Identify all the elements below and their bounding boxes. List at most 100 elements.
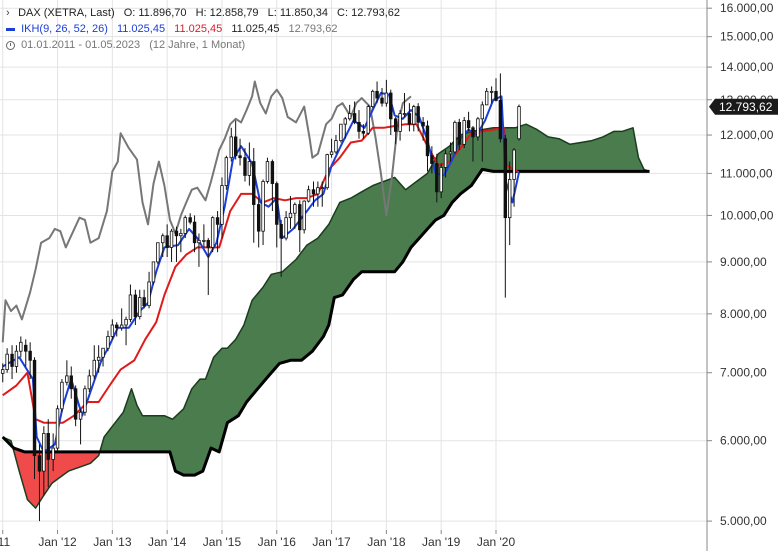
candle-up	[229, 136, 233, 159]
candle-down	[389, 92, 393, 120]
candle-up	[302, 200, 306, 231]
candle-up	[265, 161, 270, 182]
candle-up	[5, 353, 9, 370]
senkou-span-a-line	[2, 123, 650, 509]
legend-ikh-label[interactable]: IKH(9, 26, 52, 26)	[21, 23, 108, 35]
candle-up	[179, 233, 183, 237]
candle-up	[128, 294, 133, 320]
candle-down	[430, 155, 434, 164]
candle-up	[398, 113, 402, 132]
candle-up	[55, 408, 60, 449]
y-tick-label: 16.000,00	[720, 1, 774, 15]
legend-instrument: DAX (XETRA, Last)	[18, 7, 115, 19]
y-tick-label: 7.000,00	[720, 366, 767, 380]
x-tick-label: Jan '18	[367, 535, 406, 549]
candle-down	[457, 121, 461, 145]
candle-up	[293, 204, 297, 214]
clock-icon	[6, 40, 15, 50]
candle-up	[334, 140, 338, 153]
candle-down	[503, 138, 508, 219]
candle-up	[147, 281, 151, 307]
candle-down	[311, 189, 316, 195]
x-tick-label: Jan '15	[203, 535, 242, 549]
candle-down	[256, 204, 261, 232]
candle-down	[380, 97, 384, 104]
candle-down	[10, 353, 14, 367]
y-tick-label: 15.000,00	[720, 30, 774, 44]
x-tick-label: Jan '17	[312, 535, 351, 549]
y-tick-label: 9.000,00	[720, 255, 767, 269]
candle-up	[347, 113, 352, 120]
candle-down	[471, 127, 475, 138]
chikou-span-line	[1, 80, 412, 343]
price-tag-box	[709, 98, 778, 115]
candle-up	[480, 104, 484, 120]
candle-down	[192, 221, 197, 244]
candle-down	[494, 90, 498, 101]
candle-up	[60, 381, 64, 410]
candle-up	[489, 90, 494, 93]
x-tick-label: Jan '14	[148, 535, 187, 549]
x-tick-label: Jan '13	[93, 535, 132, 549]
y-tick-label: 6.000,00	[720, 434, 767, 448]
candle-down	[188, 217, 192, 223]
x-tick-label: '11	[0, 535, 10, 549]
candle-down	[233, 136, 238, 157]
candle-up	[306, 189, 311, 202]
candle-up	[412, 106, 416, 125]
candle-up	[448, 151, 453, 155]
candle-up	[110, 324, 115, 337]
candle-down	[24, 344, 28, 352]
legend-ikh-tenkan: 11.025,45	[116, 23, 166, 35]
candle-down	[215, 217, 220, 225]
candle-up	[1, 369, 5, 374]
candle-up	[119, 324, 124, 329]
candle-down	[352, 113, 357, 123]
candle-down	[238, 155, 242, 159]
candle-up	[51, 447, 55, 460]
candle-up	[329, 151, 334, 155]
candle-up	[247, 161, 252, 176]
candle-up	[402, 113, 407, 115]
candle-down	[28, 350, 32, 361]
candle-up	[161, 235, 165, 244]
candle-down	[421, 121, 425, 127]
candle-down	[206, 239, 210, 248]
candle-up	[517, 106, 521, 140]
candle-up	[512, 149, 516, 180]
last-price-tag: 12.793,62	[709, 98, 778, 115]
candle-down	[357, 121, 361, 132]
candle-up	[42, 433, 46, 472]
legend-open: O: 11.896,70	[123, 7, 187, 19]
candle-up	[325, 154, 329, 189]
candle-down	[270, 161, 275, 184]
cloud-bearish	[12, 446, 100, 508]
candle-up	[484, 90, 489, 106]
candle-down	[466, 120, 471, 129]
x-tick-label: Jan '19	[422, 535, 461, 549]
candle-up	[202, 239, 206, 242]
senkou-span-b-line	[1, 167, 650, 477]
candle-up	[14, 350, 19, 367]
legend-row-instrument: › DAX (XETRA, Last) O: 11.896,70 H: 12.8…	[6, 5, 400, 21]
candle-up	[151, 261, 156, 283]
candle-up	[439, 167, 443, 193]
candle-up	[183, 217, 187, 234]
candle-up	[476, 118, 480, 138]
legend-range-note: (12 Jahre, 1 Monat)	[149, 39, 246, 51]
cloud-bullish	[99, 124, 650, 476]
candle-down	[375, 90, 379, 99]
candle-down	[425, 125, 430, 157]
candle-up	[261, 181, 265, 232]
chevron-right-icon[interactable]: ›	[6, 7, 10, 19]
candle-up	[92, 359, 96, 377]
legend-row-range: 01.01.2011 - 01.05.2023 (12 Jahre, 1 Mon…	[6, 37, 400, 53]
line-swatch-icon	[6, 27, 15, 31]
candle-up	[19, 341, 23, 352]
candle-up	[339, 123, 343, 141]
candle-up	[96, 356, 101, 361]
candle-up	[138, 297, 142, 318]
candle-up	[366, 106, 370, 134]
